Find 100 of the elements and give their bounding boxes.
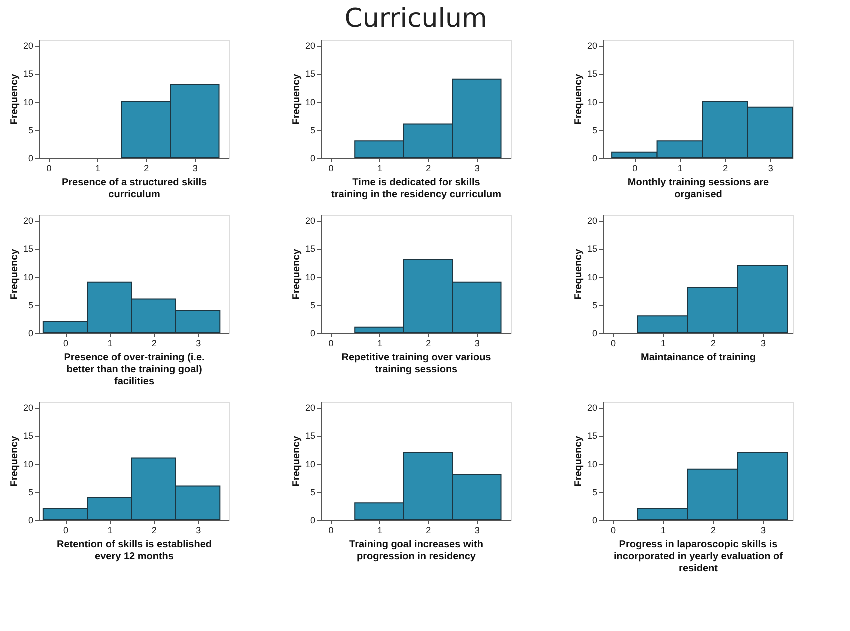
x-tick-label: 2 <box>710 338 716 348</box>
x-tick-label: 1 <box>377 526 382 536</box>
x-tick-label: 1 <box>95 164 100 174</box>
y-tick-label: 15 <box>587 244 598 254</box>
y-tick-label: 15 <box>587 431 598 442</box>
x-tick-label: 0 <box>64 338 69 348</box>
x-tick-label: 3 <box>196 338 202 348</box>
y-tick-label: 15 <box>305 431 316 442</box>
y-axis-title: Frequency <box>573 248 584 300</box>
x-tick-label: 0 <box>328 338 334 348</box>
x-tick-label: 2 <box>152 338 157 348</box>
y-tick-label: 20 <box>305 403 316 414</box>
y-tick-label: 15 <box>305 244 316 254</box>
y-tick-label: 20 <box>587 403 598 414</box>
x-tick-label: 0 <box>46 164 52 174</box>
x-tick-label: 1 <box>108 526 113 536</box>
y-tick-label: 0 <box>28 154 34 164</box>
x-axis-title: Presence of over-training (i.e. better than the training goal) facilities <box>64 352 206 388</box>
x-tick-label: 0 <box>632 164 638 174</box>
y-tick-label: 0 <box>310 516 316 526</box>
x-axis-title: Progress in laparoscopic skills is incorporated in yearly evaluation of resident <box>614 540 784 574</box>
x-tick-label: 0 <box>328 526 334 536</box>
x-tick-label: 2 <box>426 164 432 174</box>
x-tick-label: 2 <box>710 526 716 536</box>
y-tick-label: 20 <box>23 216 34 226</box>
x-tick-label: 3 <box>768 164 774 174</box>
y-axis-title: Frequency <box>291 436 302 487</box>
x-axis-title: Retention of skills is established every 12 months <box>56 540 212 562</box>
y-tick-label: 10 <box>305 97 316 108</box>
x-tick-label: 3 <box>760 526 766 536</box>
y-tick-label: 10 <box>23 97 34 108</box>
y-axis-title: Frequency <box>9 248 20 300</box>
x-tick-label: 2 <box>144 164 150 174</box>
y-tick-label: 5 <box>592 300 598 310</box>
x-tick-label: 0 <box>64 526 69 536</box>
y-tick-label: 5 <box>592 125 598 136</box>
y-tick-label: 10 <box>587 459 598 470</box>
y-tick-label: 5 <box>310 125 316 136</box>
x-tick-label: 1 <box>108 338 113 348</box>
x-tick-label: 0 <box>610 338 616 348</box>
y-tick-label: 20 <box>305 216 316 226</box>
x-tick-label: 2 <box>152 526 157 536</box>
x-tick-label: 2 <box>426 526 432 536</box>
y-tick-label: 15 <box>587 69 598 80</box>
y-axis-title: Frequency <box>291 248 302 300</box>
x-tick-label: 1 <box>377 338 382 348</box>
x-axis-title: Training goal increases with progression in residency <box>350 540 484 562</box>
y-axis-title: Frequency <box>573 436 584 487</box>
x-axis-title: Presence of a structured skills curriculum <box>62 178 208 200</box>
y-tick-label: 0 <box>592 516 598 526</box>
y-tick-label: 0 <box>310 328 316 338</box>
x-tick-label: 0 <box>610 526 616 536</box>
y-tick-label: 15 <box>23 244 34 254</box>
y-tick-label: 0 <box>592 328 598 338</box>
y-tick-label: 10 <box>305 272 316 282</box>
y-tick-label: 15 <box>23 431 34 442</box>
x-tick-label: 3 <box>474 338 480 348</box>
y-tick-label: 20 <box>587 216 598 226</box>
x-tick-label: 2 <box>426 338 432 348</box>
y-tick-label: 10 <box>23 459 34 470</box>
x-tick-label: 1 <box>660 338 666 348</box>
x-tick-label: 3 <box>760 338 766 348</box>
y-tick-label: 0 <box>310 154 316 164</box>
y-axis-title: Frequency <box>9 74 20 125</box>
x-axis-title: Monthly training sessions are organised <box>628 178 770 200</box>
y-tick-label: 10 <box>305 459 316 470</box>
y-tick-label: 5 <box>28 300 34 310</box>
y-tick-label: 0 <box>28 516 34 526</box>
y-tick-label: 5 <box>310 487 316 498</box>
x-tick-label: 1 <box>678 164 683 174</box>
y-tick-label: 5 <box>28 487 34 498</box>
y-tick-label: 15 <box>23 69 34 80</box>
y-tick-label: 10 <box>23 272 34 282</box>
y-axis-title: Frequency <box>9 436 20 487</box>
y-tick-label: 5 <box>592 487 598 498</box>
x-tick-label: 3 <box>474 164 480 174</box>
y-tick-label: 20 <box>305 41 316 52</box>
x-tick-label: 3 <box>196 526 202 536</box>
y-tick-label: 10 <box>587 97 598 108</box>
y-axis-title: Frequency <box>291 74 302 125</box>
y-tick-label: 5 <box>310 300 316 310</box>
x-tick-label: 3 <box>474 526 480 536</box>
chart-title: Curriculum <box>344 4 488 34</box>
y-tick-label: 20 <box>587 41 598 52</box>
y-axis-title: Frequency <box>573 74 584 125</box>
y-tick-label: 0 <box>592 154 598 164</box>
y-tick-label: 15 <box>305 69 316 80</box>
y-tick-label: 20 <box>23 403 34 414</box>
x-axis-title: Maintainance of training <box>640 352 756 364</box>
x-axis-title: Time is dedicated for skills training in the residency curriculum <box>331 178 502 200</box>
x-tick-label: 1 <box>660 526 666 536</box>
y-tick-label: 0 <box>28 328 34 338</box>
y-tick-label: 10 <box>587 272 598 282</box>
x-tick-label: 0 <box>328 164 334 174</box>
y-tick-label: 5 <box>28 125 34 136</box>
x-tick-label: 3 <box>192 164 198 174</box>
x-tick-label: 1 <box>377 164 382 174</box>
x-tick-label: 2 <box>723 164 728 174</box>
x-axis-title: Repetitive training over various training sessions <box>342 352 492 376</box>
y-tick-label: 20 <box>23 41 34 52</box>
